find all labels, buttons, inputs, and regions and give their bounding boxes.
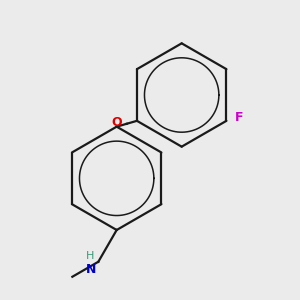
Text: F: F: [235, 111, 243, 124]
Text: N: N: [86, 263, 97, 276]
Text: H: H: [86, 251, 94, 261]
Text: O: O: [111, 116, 122, 129]
